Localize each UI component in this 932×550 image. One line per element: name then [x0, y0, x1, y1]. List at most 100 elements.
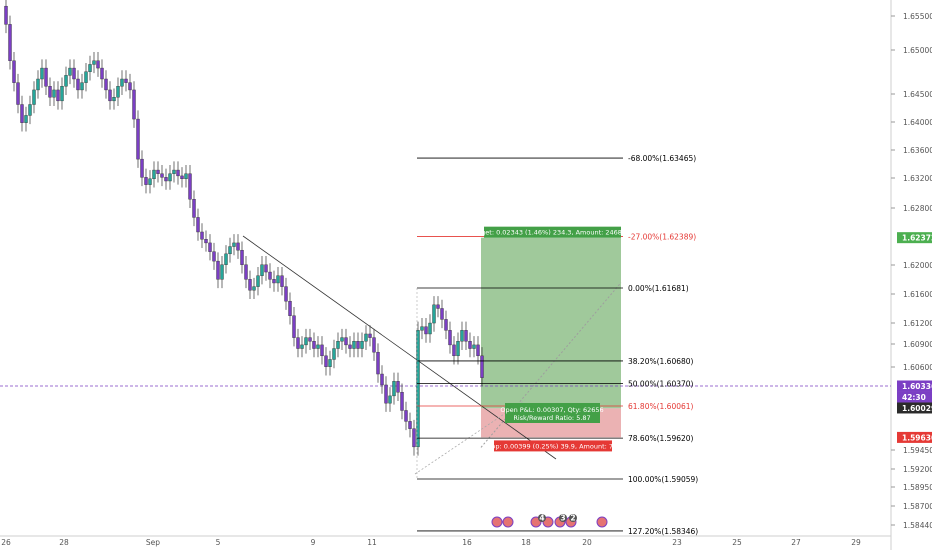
- candle-body[interactable]: [96, 60, 100, 69]
- candle-body[interactable]: [44, 67, 48, 87]
- candle-body[interactable]: [308, 337, 312, 342]
- candle-body[interactable]: [56, 89, 60, 102]
- candle-body[interactable]: [256, 275, 260, 287]
- candle-body[interactable]: [220, 264, 224, 280]
- candle-body[interactable]: [360, 341, 364, 349]
- candle-body[interactable]: [4, 5, 8, 25]
- candle-body[interactable]: [480, 355, 484, 378]
- candle-body[interactable]: [132, 89, 136, 120]
- candle-body[interactable]: [380, 373, 384, 386]
- candle-body[interactable]: [72, 67, 76, 80]
- candle-body[interactable]: [284, 286, 288, 302]
- candle-body[interactable]: [76, 78, 80, 91]
- candle-body[interactable]: [24, 115, 28, 123]
- trendline[interactable]: [242, 235, 557, 460]
- candle-body[interactable]: [456, 341, 460, 357]
- economic-event-icon[interactable]: [502, 516, 514, 528]
- candle-body[interactable]: [404, 410, 408, 422]
- candle-body[interactable]: [328, 359, 332, 367]
- candle-body[interactable]: [276, 275, 280, 284]
- candle-body[interactable]: [240, 249, 244, 265]
- candle-body[interactable]: [100, 67, 104, 80]
- candle-body[interactable]: [444, 319, 448, 331]
- candle-body[interactable]: [348, 344, 352, 349]
- candle-body[interactable]: [432, 304, 436, 324]
- candle-body[interactable]: [268, 271, 272, 280]
- candle-body[interactable]: [108, 89, 112, 102]
- candle-body[interactable]: [408, 421, 412, 429]
- candle-body[interactable]: [304, 337, 308, 346]
- candle-body[interactable]: [392, 381, 396, 397]
- candle-body[interactable]: [164, 177, 168, 182]
- candle-body[interactable]: [428, 322, 432, 335]
- candle-body[interactable]: [64, 75, 68, 87]
- candle-body[interactable]: [192, 199, 196, 218]
- candle-body[interactable]: [200, 231, 204, 240]
- candle-body[interactable]: [292, 315, 296, 338]
- candle-body[interactable]: [468, 341, 472, 349]
- candle-body[interactable]: [384, 384, 388, 404]
- candle-body[interactable]: [424, 326, 428, 335]
- candle-body[interactable]: [60, 86, 64, 102]
- candle-body[interactable]: [260, 264, 264, 276]
- candle-body[interactable]: [340, 337, 344, 342]
- candle-body[interactable]: [448, 330, 452, 346]
- candle-body[interactable]: [128, 82, 132, 91]
- candle-body[interactable]: [236, 242, 240, 251]
- candle-body[interactable]: [368, 333, 372, 338]
- candle-body[interactable]: [324, 355, 328, 367]
- candle-body[interactable]: [336, 341, 340, 349]
- candle-body[interactable]: [52, 89, 56, 98]
- event-count-badge[interactable]: [569, 514, 577, 522]
- candle-body[interactable]: [296, 337, 300, 349]
- candle-body[interactable]: [204, 239, 208, 244]
- candle-body[interactable]: [400, 392, 404, 411]
- candle-body[interactable]: [152, 169, 156, 180]
- candle-body[interactable]: [224, 253, 228, 265]
- candle-body[interactable]: [188, 173, 192, 200]
- candle-body[interactable]: [244, 264, 248, 280]
- candle-body[interactable]: [16, 82, 20, 105]
- candle-body[interactable]: [92, 60, 96, 65]
- candle-body[interactable]: [124, 78, 128, 83]
- candle-body[interactable]: [196, 217, 200, 233]
- candle-body[interactable]: [172, 169, 176, 174]
- candle-body[interactable]: [184, 173, 188, 180]
- candle-body[interactable]: [112, 97, 116, 102]
- candle-body[interactable]: [116, 86, 120, 98]
- candle-body[interactable]: [252, 286, 256, 291]
- event-count-badge[interactable]: [538, 514, 546, 522]
- candle-body[interactable]: [264, 264, 268, 273]
- candle-body[interactable]: [20, 104, 24, 123]
- candle-body[interactable]: [140, 158, 144, 178]
- candle-body[interactable]: [312, 341, 316, 349]
- candle-body[interactable]: [48, 86, 52, 98]
- candle-body[interactable]: [272, 279, 276, 284]
- candle-body[interactable]: [120, 78, 124, 87]
- candle-body[interactable]: [464, 330, 468, 342]
- candle-body[interactable]: [280, 275, 284, 287]
- candle-body[interactable]: [248, 279, 252, 291]
- economic-event-icon[interactable]: [491, 516, 503, 528]
- candle-body[interactable]: [376, 351, 380, 375]
- candle-body[interactable]: [352, 341, 356, 349]
- candle-body[interactable]: [216, 260, 220, 280]
- candle-body[interactable]: [300, 344, 304, 349]
- candle-body[interactable]: [160, 173, 164, 178]
- candle-body[interactable]: [32, 89, 36, 105]
- economic-event-icon[interactable]: [596, 516, 608, 528]
- candle-body[interactable]: [68, 67, 72, 76]
- candle-body[interactable]: [460, 330, 464, 342]
- candle-body[interactable]: [356, 341, 360, 349]
- candle-body[interactable]: [148, 178, 152, 185]
- candle-body[interactable]: [156, 169, 160, 174]
- candle-body[interactable]: [40, 67, 44, 80]
- candle-body[interactable]: [36, 78, 40, 91]
- candle-body[interactable]: [372, 337, 376, 353]
- candle-body[interactable]: [476, 344, 480, 357]
- candle-body[interactable]: [344, 337, 348, 346]
- candle-body[interactable]: [104, 78, 108, 91]
- candle-body[interactable]: [228, 246, 232, 255]
- candle-body[interactable]: [420, 326, 424, 331]
